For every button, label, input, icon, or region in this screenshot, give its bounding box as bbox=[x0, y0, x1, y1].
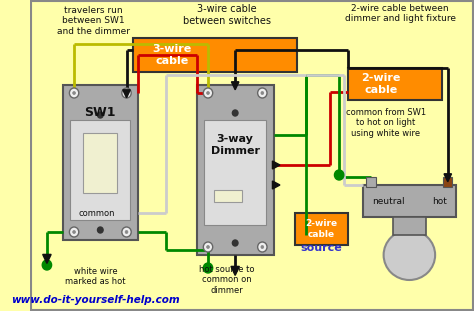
Circle shape bbox=[73, 230, 75, 234]
Circle shape bbox=[125, 91, 128, 95]
Text: travelers run
between SW1
and the dimmer: travelers run between SW1 and the dimmer bbox=[57, 6, 130, 36]
Circle shape bbox=[69, 227, 79, 237]
Bar bbox=[392, 217, 426, 235]
Polygon shape bbox=[273, 181, 280, 189]
Circle shape bbox=[125, 230, 128, 234]
Text: source: source bbox=[301, 243, 342, 253]
Circle shape bbox=[207, 91, 210, 95]
Circle shape bbox=[42, 260, 52, 270]
Polygon shape bbox=[444, 174, 452, 182]
Text: 2-wire
cable: 2-wire cable bbox=[305, 219, 337, 239]
Bar bbox=[443, 177, 453, 187]
Circle shape bbox=[69, 88, 79, 98]
Circle shape bbox=[232, 110, 238, 116]
Polygon shape bbox=[231, 82, 239, 90]
Circle shape bbox=[207, 245, 210, 248]
Circle shape bbox=[335, 170, 344, 180]
Polygon shape bbox=[43, 254, 51, 263]
Bar bbox=[133, 38, 297, 72]
Bar bbox=[70, 120, 130, 220]
Bar bbox=[214, 190, 242, 202]
Bar bbox=[348, 68, 442, 100]
Text: 2-wire cable between
dimmer and light fixture: 2-wire cable between dimmer and light fi… bbox=[345, 4, 456, 23]
Text: www.do-it-yourself-help.com: www.do-it-yourself-help.com bbox=[11, 295, 180, 305]
Circle shape bbox=[122, 227, 131, 237]
Circle shape bbox=[232, 240, 238, 246]
Circle shape bbox=[258, 88, 267, 98]
Polygon shape bbox=[273, 161, 280, 169]
Bar bbox=[295, 213, 348, 245]
Circle shape bbox=[261, 91, 264, 95]
Text: common: common bbox=[78, 208, 115, 217]
Text: 2-wire
cable: 2-wire cable bbox=[362, 73, 401, 95]
Circle shape bbox=[73, 91, 75, 95]
Bar bbox=[197, 85, 273, 255]
Text: hot source to
common on
dimmer: hot source to common on dimmer bbox=[199, 265, 255, 295]
Text: white wire
marked as hot: white wire marked as hot bbox=[65, 267, 126, 286]
Circle shape bbox=[122, 88, 131, 98]
Text: common from SW1
to hot on light
using white wire: common from SW1 to hot on light using wh… bbox=[346, 108, 426, 138]
Bar bbox=[204, 120, 266, 225]
Circle shape bbox=[261, 245, 264, 248]
Text: 3-wire cable
between switches: 3-wire cable between switches bbox=[183, 4, 271, 26]
Ellipse shape bbox=[383, 230, 435, 280]
Bar bbox=[63, 85, 138, 240]
Circle shape bbox=[98, 112, 103, 118]
Circle shape bbox=[203, 88, 213, 98]
Bar bbox=[366, 177, 376, 187]
Polygon shape bbox=[123, 90, 130, 98]
Circle shape bbox=[98, 227, 103, 233]
Text: neutral: neutral bbox=[373, 197, 405, 206]
Circle shape bbox=[203, 263, 213, 273]
Text: hot: hot bbox=[432, 197, 447, 206]
Text: 3-way
Dimmer: 3-way Dimmer bbox=[210, 134, 260, 156]
Bar bbox=[363, 185, 456, 217]
Circle shape bbox=[203, 242, 213, 252]
Circle shape bbox=[258, 242, 267, 252]
Polygon shape bbox=[231, 267, 239, 276]
Text: SW1: SW1 bbox=[84, 105, 116, 118]
Bar bbox=[83, 133, 117, 193]
Text: 3-wire
cable: 3-wire cable bbox=[153, 44, 192, 66]
